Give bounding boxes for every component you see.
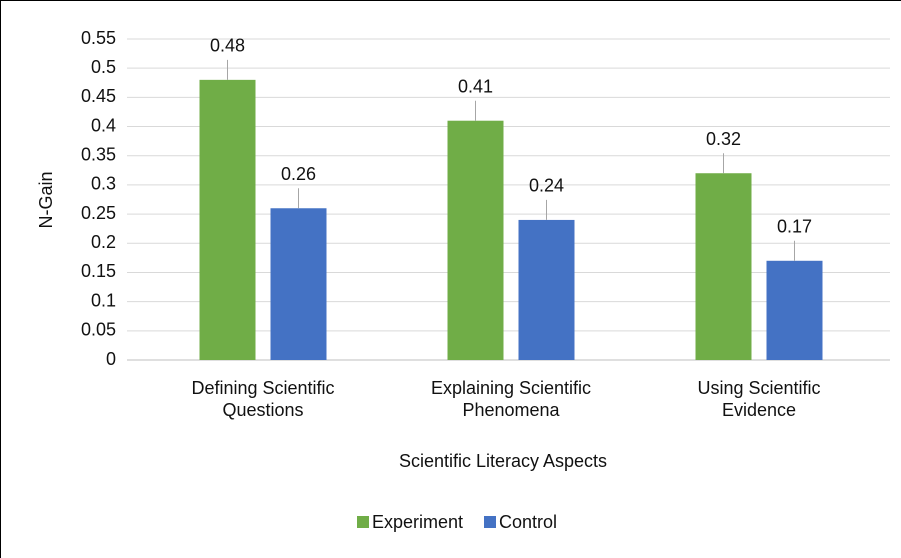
legend-swatch [484,516,496,528]
bar [447,120,504,360]
x-tick-label: Defining Scientific Questions [191,378,335,420]
data-label: 0.26 [281,164,316,184]
y-tick-label: 0.4 [91,115,116,135]
data-label: 0.48 [210,36,245,56]
y-tick-label: 0 [106,349,116,369]
bar [270,208,327,360]
data-label: 0.41 [458,76,493,96]
x-axis-title: Scientific Literacy Aspects [399,451,607,471]
bar [199,79,256,360]
y-tick-label: 0.35 [81,144,116,164]
y-tick-label: 0.55 [81,28,116,48]
legend-swatch [357,516,369,528]
y-tick-label: 0.1 [91,290,116,310]
data-label: 0.32 [706,129,741,149]
y-tick-label: 0.25 [81,203,116,223]
legend-label: Control [499,512,557,532]
x-tick-label: Explaining Scientific Phenomena [430,378,592,420]
y-tick-label: 0.3 [91,174,116,194]
y-tick-label: 0.45 [81,86,116,106]
legend-label: Experiment [372,512,463,532]
y-tick-label: 0.15 [81,261,116,281]
x-tick-label: Using Scientific Evidence [697,378,821,420]
data-label: 0.24 [529,176,564,196]
bar [518,219,575,360]
y-axis-title: N-Gain [36,171,56,228]
bar [766,260,823,360]
bar [695,173,752,360]
y-tick-label: 0.5 [91,57,116,77]
y-tick-label: 0.05 [81,320,116,340]
data-label: 0.17 [777,217,812,237]
y-tick-label: 0.2 [91,232,116,252]
